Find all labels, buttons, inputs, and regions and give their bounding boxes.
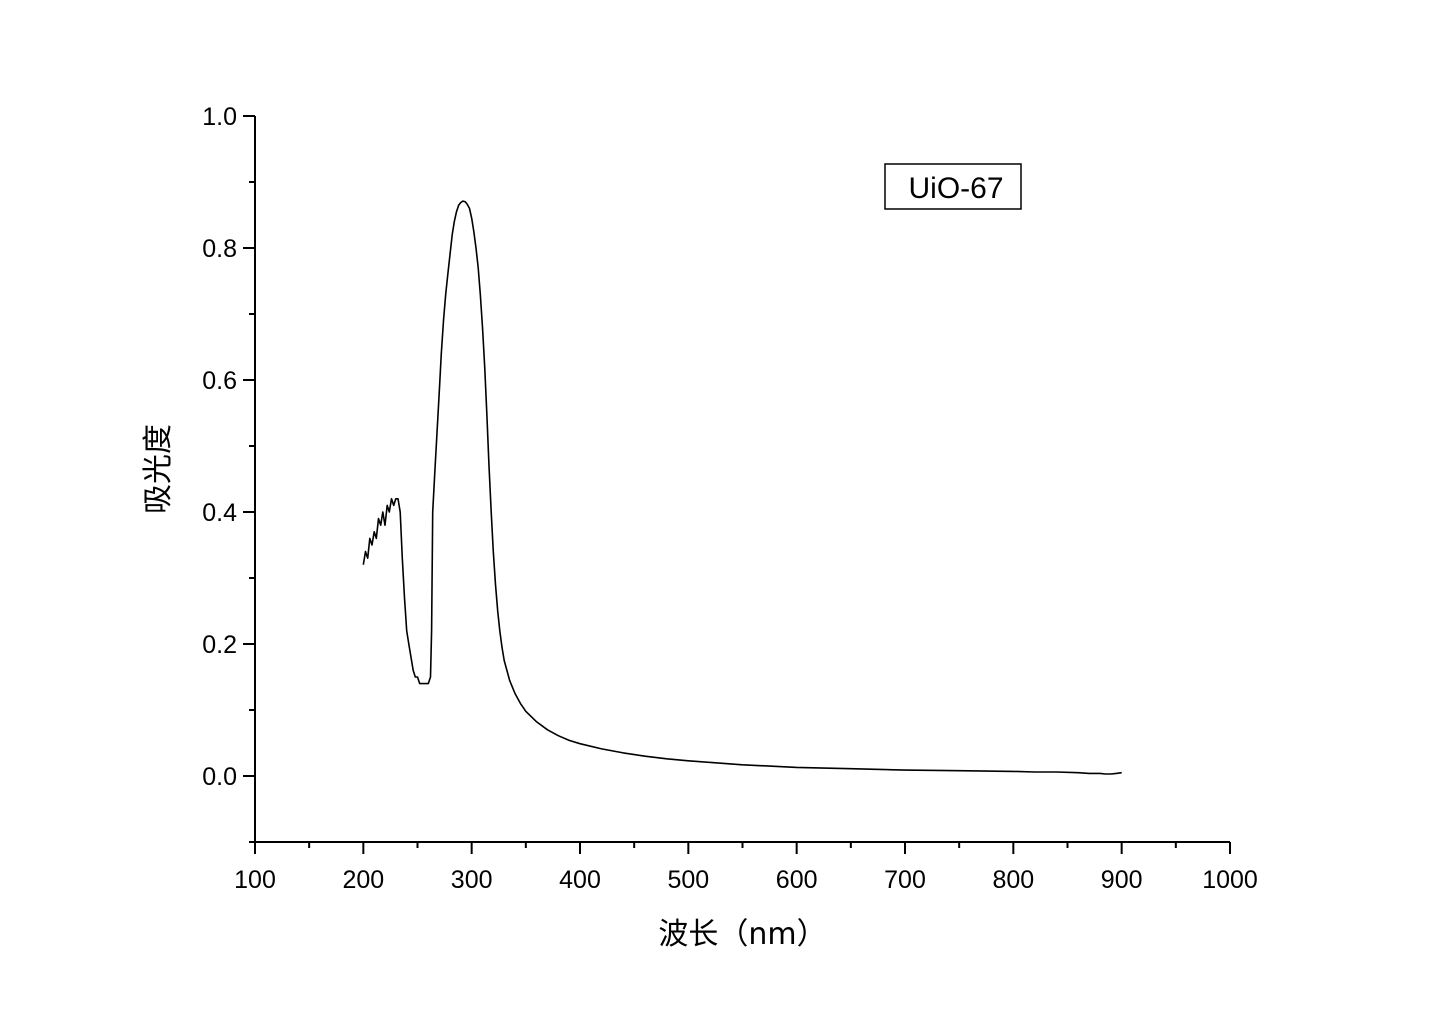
y-axis-title: 吸光度 — [141, 424, 176, 514]
x-tick-label: 400 — [559, 866, 601, 894]
x-tick-label: 100 — [234, 866, 276, 894]
legend-box — [884, 163, 1022, 210]
x-tick-label: 300 — [451, 866, 493, 894]
x-tick-label: 700 — [884, 866, 926, 894]
y-tick-label: 0.8 — [202, 235, 237, 263]
x-tick-label: 600 — [776, 866, 818, 894]
x-tick-label: 800 — [992, 866, 1034, 894]
x-tick-label: 900 — [1101, 866, 1143, 894]
x-axis-title: 波长（nm） — [658, 917, 826, 952]
x-tick-label: 500 — [667, 866, 709, 894]
y-tick-label: 0.4 — [202, 499, 237, 527]
legend: UiO-67 — [884, 163, 1022, 210]
x-tick-label: 1000 — [1202, 866, 1258, 894]
y-tick-label: 0.0 — [202, 763, 237, 791]
series-line — [362, 200, 1122, 775]
plot-series — [362, 200, 1122, 775]
y-tick-label: 1.0 — [202, 103, 237, 131]
legend-label: UiO-67 — [908, 172, 1003, 205]
plot-labels: 100 200 300 400 500 600 700 800 900 1000 0.0 0.2 0.4… — [141, 103, 1258, 952]
y-tick-label: 0.6 — [202, 367, 237, 395]
x-tick-label: 200 — [342, 866, 384, 894]
plot-axes — [243, 115, 1231, 854]
y-tick-label: 0.2 — [202, 631, 237, 659]
